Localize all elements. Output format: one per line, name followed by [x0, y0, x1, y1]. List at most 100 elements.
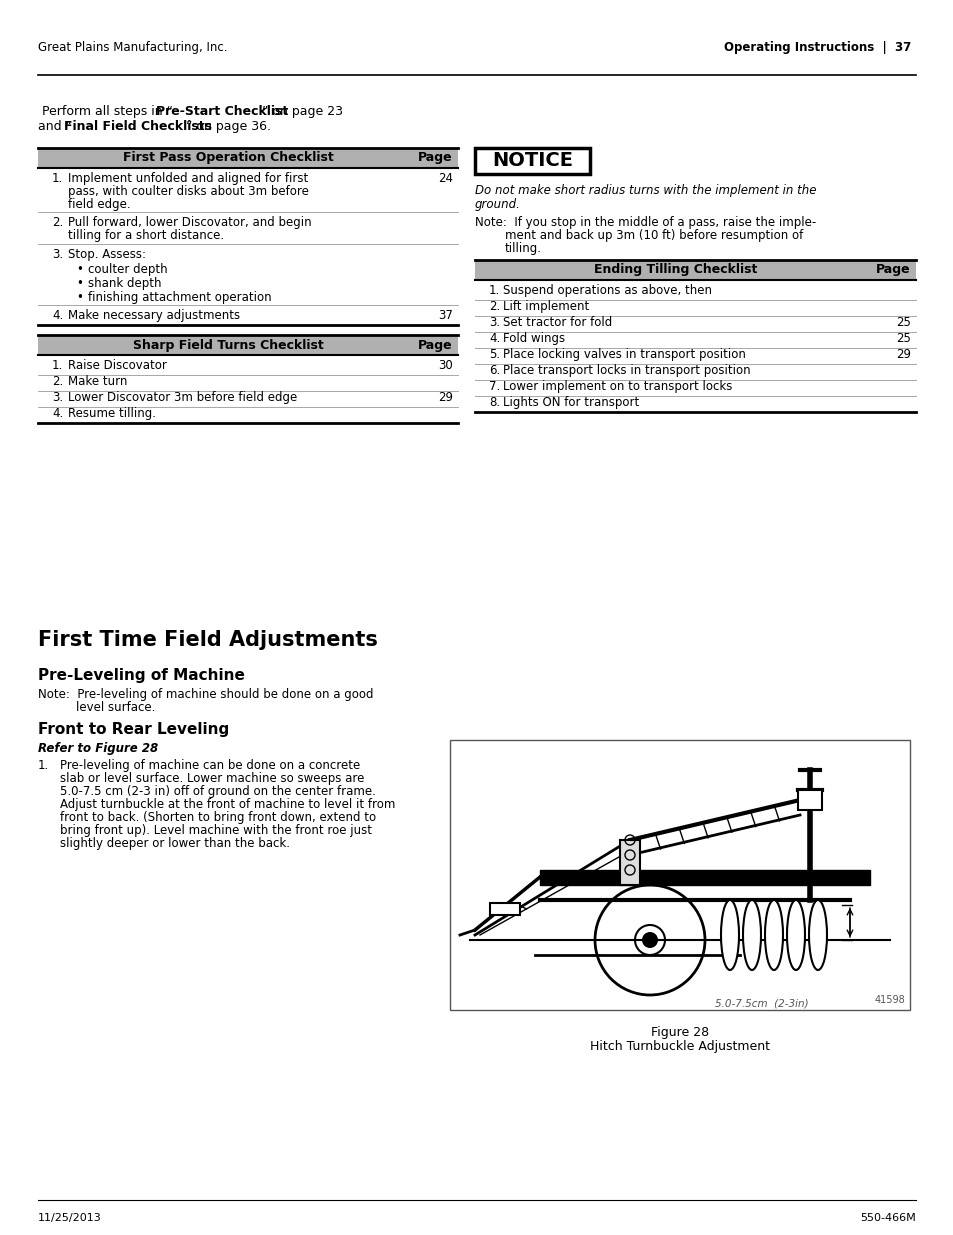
- Text: 3.: 3.: [52, 391, 63, 404]
- Bar: [38, 148, 457, 168]
- Text: Note:  If you stop in the middle of a pass, raise the imple-: Note: If you stop in the middle of a pas…: [475, 216, 816, 228]
- Text: 1.: 1.: [52, 359, 63, 372]
- Ellipse shape: [742, 900, 760, 969]
- Text: First Pass Operation Checklist: First Pass Operation Checklist: [123, 152, 333, 164]
- Text: bring front up). Level machine with the front roe just: bring front up). Level machine with the …: [60, 824, 372, 837]
- Text: 1.: 1.: [52, 172, 63, 185]
- Text: •: •: [76, 291, 83, 304]
- Bar: [619, 840, 639, 885]
- Text: Suspend operations as above, then: Suspend operations as above, then: [502, 284, 711, 296]
- Text: field edge.: field edge.: [68, 198, 131, 211]
- Text: ” on page 23: ” on page 23: [262, 105, 343, 119]
- Text: Great Plains Manufacturing, Inc.: Great Plains Manufacturing, Inc.: [38, 42, 227, 54]
- Text: 2.: 2.: [52, 216, 63, 228]
- Text: Pull forward, lower Discovator, and begin: Pull forward, lower Discovator, and begi…: [68, 216, 312, 228]
- Text: Sharp Field Turns Checklist: Sharp Field Turns Checklist: [132, 338, 323, 352]
- Text: Operating Instructions  |  37: Operating Instructions | 37: [723, 42, 910, 54]
- Text: 25: 25: [895, 332, 910, 345]
- Text: Pre-Leveling of Machine: Pre-Leveling of Machine: [38, 668, 245, 683]
- Text: •: •: [76, 277, 83, 290]
- Ellipse shape: [764, 900, 782, 969]
- Text: •: •: [76, 263, 83, 275]
- Text: NOTICE: NOTICE: [492, 152, 573, 170]
- Text: Lower Discovator 3m before field edge: Lower Discovator 3m before field edge: [68, 391, 297, 404]
- Text: 5.: 5.: [489, 348, 499, 361]
- Text: Make turn: Make turn: [68, 375, 128, 388]
- Text: Stop. Assess:: Stop. Assess:: [68, 248, 146, 261]
- Text: Final Field Checklists: Final Field Checklists: [64, 120, 212, 133]
- Text: Raise Discovator: Raise Discovator: [68, 359, 167, 372]
- Text: ground.: ground.: [475, 198, 520, 211]
- Text: Implement unfolded and aligned for first: Implement unfolded and aligned for first: [68, 172, 308, 185]
- Text: 1.: 1.: [489, 284, 499, 296]
- Text: Front to Rear Leveling: Front to Rear Leveling: [38, 722, 229, 737]
- Text: Lift implement: Lift implement: [502, 300, 589, 312]
- Text: Note:  Pre-leveling of machine should be done on a good: Note: Pre-leveling of machine should be …: [38, 688, 374, 701]
- Text: slab or level surface. Lower machine so sweeps are: slab or level surface. Lower machine so …: [60, 772, 364, 785]
- Text: ” on page 36.: ” on page 36.: [186, 120, 271, 133]
- Text: Figure 28: Figure 28: [650, 1026, 708, 1039]
- Text: 550-466M: 550-466M: [860, 1213, 915, 1223]
- Text: 24: 24: [437, 172, 453, 185]
- Bar: [475, 148, 589, 174]
- Text: Refer to Figure 28: Refer to Figure 28: [38, 742, 158, 755]
- Bar: [475, 261, 915, 280]
- Text: 2.: 2.: [52, 375, 63, 388]
- Text: finishing attachment operation: finishing attachment operation: [88, 291, 272, 304]
- Text: Lights ON for transport: Lights ON for transport: [502, 396, 639, 409]
- Bar: [539, 869, 869, 885]
- Bar: [797, 790, 821, 810]
- Text: Resume tilling.: Resume tilling.: [68, 408, 156, 420]
- Text: 3.: 3.: [52, 248, 63, 261]
- Text: 41598: 41598: [873, 995, 904, 1005]
- Text: 29: 29: [895, 348, 910, 361]
- Text: Fold wings: Fold wings: [502, 332, 564, 345]
- Text: Place transport locks in transport position: Place transport locks in transport posit…: [502, 364, 750, 377]
- Text: pass, with coulter disks about 3m before: pass, with coulter disks about 3m before: [68, 185, 309, 198]
- Text: 29: 29: [437, 391, 453, 404]
- Text: 4.: 4.: [489, 332, 499, 345]
- Text: Pre-Start Checklist: Pre-Start Checklist: [156, 105, 288, 119]
- Text: 4.: 4.: [52, 309, 63, 322]
- Text: 2.: 2.: [489, 300, 499, 312]
- Text: Page: Page: [876, 263, 910, 277]
- Text: 8.: 8.: [489, 396, 499, 409]
- Text: 5.0-7.5cm  (2-3in): 5.0-7.5cm (2-3in): [714, 998, 808, 1008]
- Text: 25: 25: [895, 316, 910, 329]
- Bar: [490, 903, 519, 915]
- Text: tilling for a short distance.: tilling for a short distance.: [68, 228, 224, 242]
- Text: 6.: 6.: [489, 364, 499, 377]
- Text: Do not make short radius turns with the implement in the: Do not make short radius turns with the …: [475, 184, 816, 198]
- Text: 37: 37: [437, 309, 453, 322]
- Text: 4.: 4.: [52, 408, 63, 420]
- Circle shape: [641, 932, 658, 948]
- Text: 11/25/2013: 11/25/2013: [38, 1213, 102, 1223]
- Text: and “: and “: [38, 120, 71, 133]
- Text: Set tractor for fold: Set tractor for fold: [502, 316, 612, 329]
- Text: Page: Page: [418, 152, 453, 164]
- Ellipse shape: [786, 900, 804, 969]
- Ellipse shape: [808, 900, 826, 969]
- Text: Lower implement on to transport locks: Lower implement on to transport locks: [502, 380, 732, 393]
- Text: Adjust turnbuckle at the front of machine to level it from: Adjust turnbuckle at the front of machin…: [60, 798, 395, 811]
- Text: front to back. (Shorten to bring front down, extend to: front to back. (Shorten to bring front d…: [60, 811, 375, 824]
- Ellipse shape: [720, 900, 739, 969]
- Text: Pre-leveling of machine can be done on a concrete: Pre-leveling of machine can be done on a…: [60, 760, 360, 772]
- Bar: [450, 740, 909, 1010]
- Text: First Time Field Adjustments: First Time Field Adjustments: [38, 630, 377, 650]
- Text: ment and back up 3m (10 ft) before resumption of: ment and back up 3m (10 ft) before resum…: [504, 228, 802, 242]
- Text: level surface.: level surface.: [76, 701, 155, 714]
- Text: tilling.: tilling.: [504, 242, 541, 254]
- Text: slightly deeper or lower than the back.: slightly deeper or lower than the back.: [60, 837, 290, 850]
- Text: Ending Tilling Checklist: Ending Tilling Checklist: [593, 263, 757, 277]
- Text: Make necessary adjustments: Make necessary adjustments: [68, 309, 240, 322]
- Text: shank depth: shank depth: [88, 277, 161, 290]
- Bar: [38, 335, 457, 354]
- Text: Place locking valves in transport position: Place locking valves in transport positi…: [502, 348, 745, 361]
- Text: 1.: 1.: [38, 760, 50, 772]
- Text: Hitch Turnbuckle Adjustment: Hitch Turnbuckle Adjustment: [589, 1040, 769, 1053]
- Text: coulter depth: coulter depth: [88, 263, 168, 275]
- Text: Page: Page: [418, 338, 453, 352]
- Text: 30: 30: [437, 359, 453, 372]
- Text: 5.0-7.5 cm (2-3 in) off of ground on the center frame.: 5.0-7.5 cm (2-3 in) off of ground on the…: [60, 785, 375, 798]
